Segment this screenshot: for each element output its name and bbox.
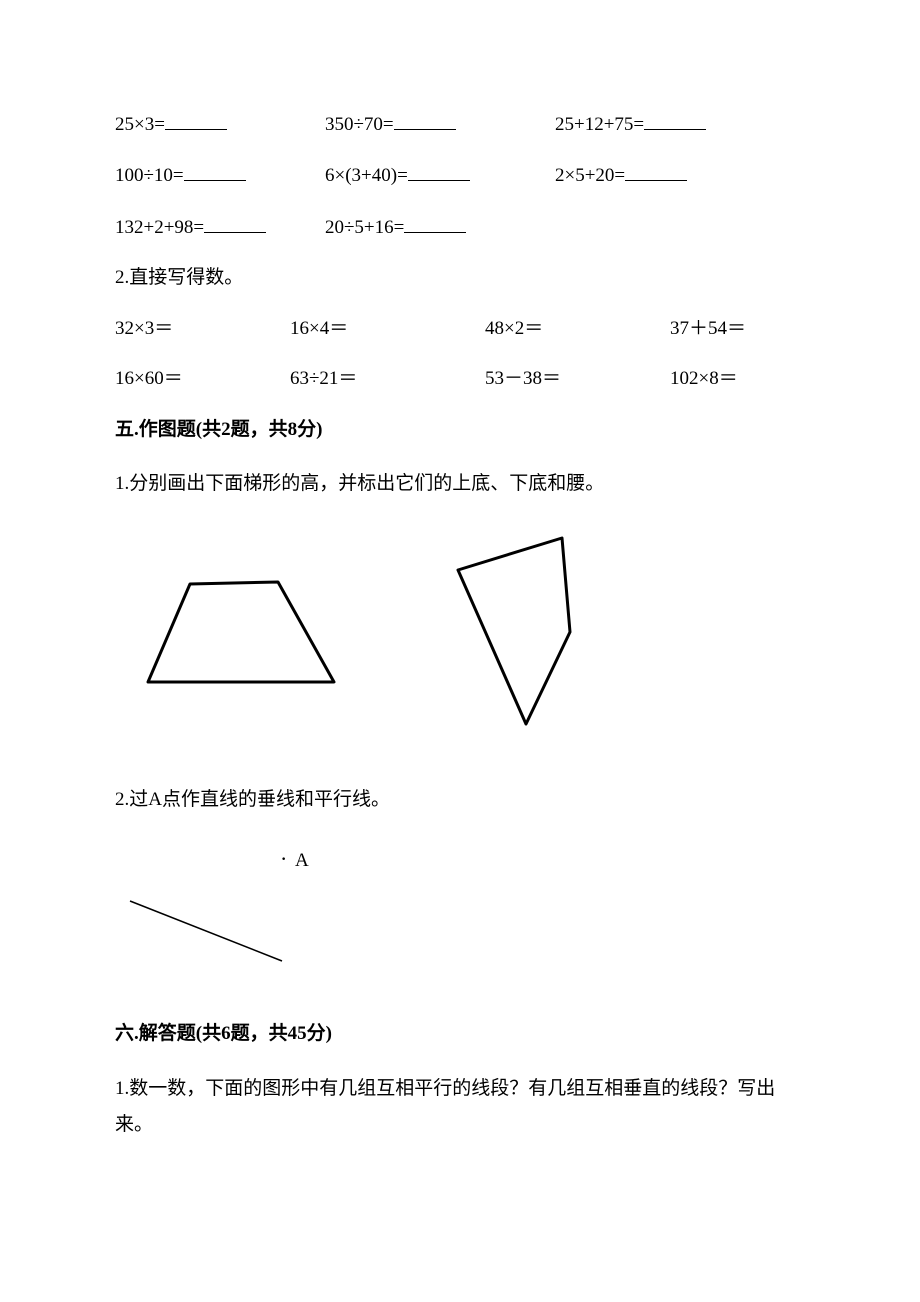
question-5-2: 2.过A点作直线的垂线和平行线。 xyxy=(115,782,805,818)
problem-text: 100÷10= xyxy=(115,165,184,186)
math-problem: 25+12+75= xyxy=(555,110,805,139)
trapezoid-2-container xyxy=(450,532,578,732)
math-problem: 20÷5+16= xyxy=(325,213,555,242)
math-problem: 102×8＝ xyxy=(670,365,805,394)
point-line-figure: · A xyxy=(120,843,805,983)
problem-text: 132+2+98= xyxy=(115,217,204,238)
problem-text: 20÷5+16= xyxy=(325,217,404,238)
math-problem: 16×4＝ xyxy=(290,315,485,344)
math-problem: 53－38＝ xyxy=(485,365,670,394)
math-problem: 16×60＝ xyxy=(115,365,290,394)
answer-blank xyxy=(165,110,227,130)
trapezoid-figures xyxy=(140,532,805,732)
math-problem: 100÷10= xyxy=(115,161,325,190)
problem-text: 6×(3+40)= xyxy=(325,165,408,186)
math-problem: 6×(3+40)= xyxy=(325,161,555,190)
math-problem: 2×5+20= xyxy=(555,161,805,190)
math-row-5: 16×60＝ 63÷21＝ 53－38＝ 102×8＝ xyxy=(115,365,805,394)
problem-text: 25×3= xyxy=(115,114,165,135)
math-row-1: 25×3= 350÷70= 25+12+75= xyxy=(115,110,805,139)
math-problem: 32×3＝ xyxy=(115,315,290,344)
problem-text: 350÷70= xyxy=(325,114,394,135)
section-5-title: 五.作图题(共2题，共8分) xyxy=(115,416,805,445)
section-6-title: 六.解答题(共6题，共45分) xyxy=(115,1020,805,1049)
math-row-3: 132+2+98= 20÷5+16= xyxy=(115,213,805,242)
question-5-1: 1.分别画出下面梯形的高，并标出它们的上底、下底和腰。 xyxy=(115,466,805,502)
problem-text: 25+12+75= xyxy=(555,114,644,135)
math-problem: 48×2＝ xyxy=(485,315,670,344)
math-row-4: 32×3＝ 16×4＝ 48×2＝ 37＋54＝ xyxy=(115,315,805,344)
problem-text: 2×5+20= xyxy=(555,165,625,186)
answer-blank xyxy=(625,161,687,181)
answer-blank xyxy=(204,213,266,233)
oblique-line xyxy=(130,901,282,961)
point-label: A xyxy=(295,850,309,871)
math-problem: 37＋54＝ xyxy=(670,315,805,344)
math-problem: 350÷70= xyxy=(325,110,555,139)
question-6-1: 1.数一数，下面的图形中有几组互相平行的线段？有几组互相垂直的线段？写出来。 xyxy=(115,1071,805,1143)
answer-blank xyxy=(644,110,706,130)
subheading-direct-write: 2.直接写得数。 xyxy=(115,264,805,293)
math-problem: 132+2+98= xyxy=(115,213,325,242)
math-problem: 25×3= xyxy=(115,110,325,139)
math-row-2: 100÷10= 6×(3+40)= 2×5+20= xyxy=(115,161,805,190)
trapezoid-1-icon xyxy=(140,572,340,692)
point-dot: · xyxy=(280,846,287,871)
trapezoid-2-icon xyxy=(450,532,578,732)
point-line-icon: · A xyxy=(120,843,330,973)
answer-blank xyxy=(394,110,456,130)
math-problem: 63÷21＝ xyxy=(290,365,485,394)
answer-blank xyxy=(408,161,470,181)
answer-blank xyxy=(404,213,466,233)
trapezoid-1-container xyxy=(140,532,340,732)
answer-blank xyxy=(184,161,246,181)
